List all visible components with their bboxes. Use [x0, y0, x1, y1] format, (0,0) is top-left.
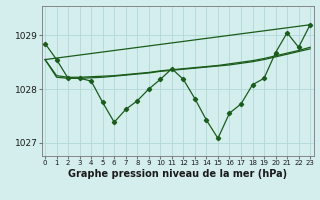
X-axis label: Graphe pression niveau de la mer (hPa): Graphe pression niveau de la mer (hPa) — [68, 169, 287, 179]
